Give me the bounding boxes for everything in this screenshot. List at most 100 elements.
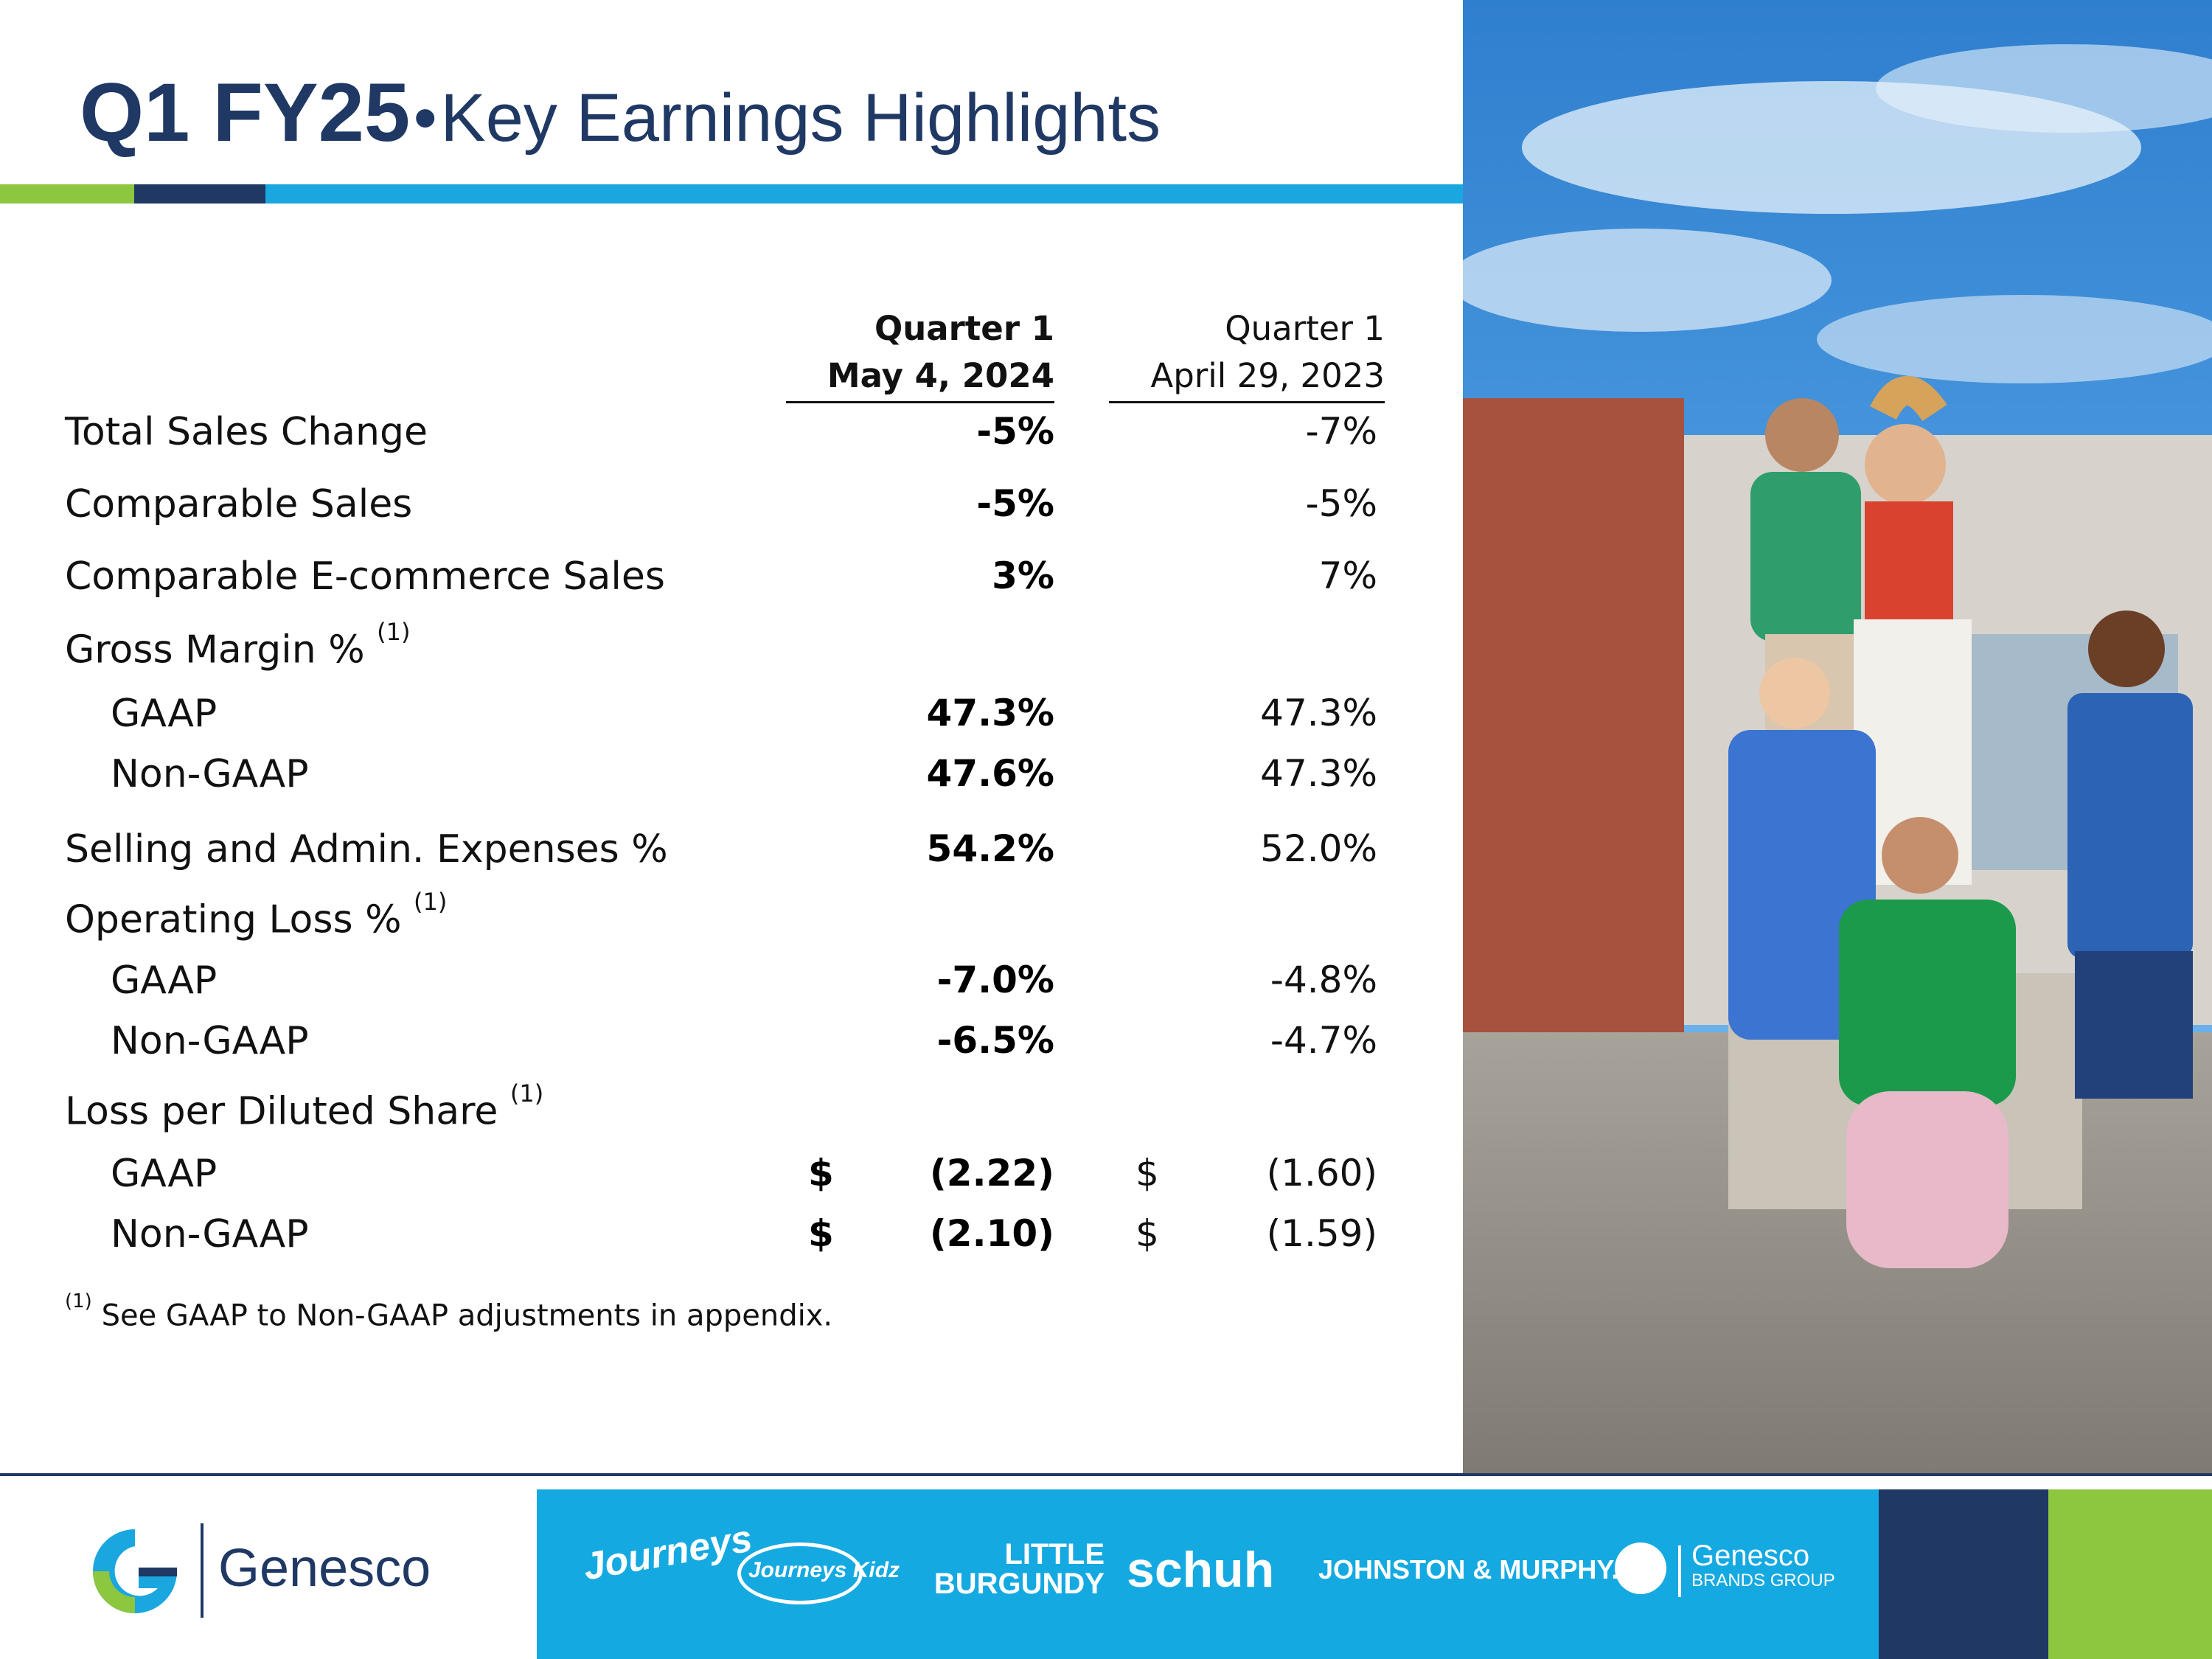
table-section-row: Operating Loss % (1) [0, 888, 1401, 948]
genesco-brands-group-logo: Genesco BRANDS GROUP [1691, 1541, 1835, 1591]
footer-navy-block [1879, 1489, 2048, 1659]
gbg-divider [1678, 1545, 1681, 1597]
row-prior-value: -4.7% [1270, 1019, 1377, 1062]
table-section-row: Loss per Diluted Share (1) [0, 1079, 1401, 1140]
person-4 [1839, 817, 2016, 1268]
table-row: GAAP 47.3% 47.3% [0, 692, 1401, 743]
row-prior-value: -5% [1305, 482, 1377, 525]
footnote-marker: (1) [509, 1079, 544, 1107]
title-bullet: • [413, 80, 437, 156]
row-label: Non-GAAP [111, 752, 309, 796]
title-text: Key Earnings Highlights [440, 80, 1161, 156]
genesco-wordmark: Genesco [218, 1539, 431, 1598]
table-row: GAAP -7.0% -4.8% [0, 959, 1401, 1010]
section-label: Loss per Diluted Share (1) [65, 1079, 543, 1134]
gbg-g-icon [1615, 1543, 1666, 1594]
footer-green-block [2048, 1489, 2212, 1659]
footer-rule [0, 1473, 2212, 1476]
row-label: Comparable E-commerce Sales [65, 554, 665, 599]
section-label-text: Loss per Diluted Share [65, 1089, 498, 1134]
cloud [1876, 44, 2212, 133]
page-title: Q1 FY25 • Key Earnings Highlights [80, 65, 1161, 160]
little-burgundy-logo: LITTLE BURGUNDY [905, 1540, 1105, 1599]
journeys-kidz-logo: Journeys Kidz [748, 1558, 900, 1582]
row-current-value: (2.22) [929, 1152, 1054, 1194]
table-row: Non-GAAP 47.6% 47.3% [0, 752, 1401, 804]
table-row: Non-GAAP $ (2.10) $ (1.59) [0, 1212, 1401, 1264]
table-row: Comparable E-commerce Sales 3% 7% [0, 554, 1401, 606]
section-label-text: Gross Margin % [65, 627, 365, 672]
row-current-value: 54.2% [926, 827, 1054, 870]
currency-symbol: $ [808, 1152, 834, 1194]
row-label: GAAP [111, 959, 218, 1003]
logo-divider [201, 1523, 204, 1618]
title-period: Q1 FY25 [80, 66, 411, 159]
row-current-value: -7.0% [936, 959, 1054, 1001]
title-rule-navy [134, 184, 265, 204]
row-current-value: (2.10) [929, 1212, 1054, 1255]
footnote: (1) See GAAP to Non-GAAP adjustments in … [65, 1290, 832, 1332]
table-row: Selling and Admin. Expenses % 54.2% 52.0… [0, 827, 1401, 879]
row-prior-value: (1.60) [1266, 1152, 1377, 1194]
currency-symbol: $ [808, 1212, 834, 1255]
currency-symbol: $ [1135, 1212, 1159, 1255]
little-burgundy-line1: LITTLE [1004, 1538, 1105, 1571]
person-5 [2067, 611, 2193, 1099]
row-label: Selling and Admin. Expenses % [65, 827, 668, 872]
header-prior-quarter: Quarter 1 April 29, 2023 [1109, 305, 1385, 403]
lifestyle-photo-illustration [1463, 0, 2212, 1475]
row-current-value: 3% [992, 554, 1054, 597]
table-row: Non-GAAP -6.5% -4.7% [0, 1019, 1401, 1071]
cloud [1817, 295, 2212, 383]
gbg-line1: Genesco [1691, 1540, 1810, 1572]
row-label: Total Sales Change [65, 410, 428, 454]
genesco-g-icon [93, 1529, 177, 1613]
row-prior-value: 7% [1318, 554, 1377, 597]
genesco-logo: Genesco [0, 1476, 537, 1659]
row-label: Non-GAAP [111, 1212, 309, 1256]
row-current-value: 47.6% [926, 752, 1054, 795]
journeys-logo: Journeys [580, 1517, 756, 1589]
section-label: Operating Loss % (1) [65, 888, 447, 942]
footnote-marker: (1) [377, 618, 411, 646]
row-prior-value: -4.8% [1270, 959, 1377, 1001]
header-current-quarter: Quarter 1 May 4, 2024 [786, 305, 1054, 403]
row-prior-value: 52.0% [1260, 827, 1377, 870]
table-row: Total Sales Change -5% -7% [0, 410, 1401, 462]
little-burgundy-line2: BURGUNDY [933, 1568, 1105, 1600]
header-prior-line1: Quarter 1 [1225, 309, 1385, 348]
table-section-row: Gross Margin % (1) [0, 618, 1401, 678]
header-current-line1: Quarter 1 [874, 309, 1054, 348]
row-current-value: -6.5% [936, 1019, 1054, 1062]
row-prior-value: -7% [1305, 410, 1377, 453]
journeys-kidz-logo-badge: Journeys Kidz [737, 1543, 900, 1604]
footnote-marker: (1) [414, 888, 448, 916]
title-rule-blue [265, 184, 1463, 204]
row-label: Non-GAAP [111, 1019, 309, 1063]
brand-bar: Journeys Journeys Kidz LITTLE BURGUNDY s… [537, 1489, 1879, 1659]
row-label: GAAP [111, 692, 218, 736]
row-current-value: -5% [976, 482, 1054, 525]
section-label-text: Operating Loss % [65, 897, 402, 942]
row-label: GAAP [111, 1152, 218, 1196]
schuh-logo: schuh [1127, 1542, 1275, 1598]
lifestyle-photo [1463, 0, 2212, 1475]
brick-building [1463, 398, 1684, 1062]
row-prior-value: 47.3% [1260, 752, 1377, 795]
row-current-value: 47.3% [926, 692, 1054, 734]
cloud [1463, 229, 1832, 332]
section-label: Gross Margin % (1) [65, 618, 410, 672]
table-row: GAAP $ (2.22) $ (1.60) [0, 1152, 1401, 1203]
currency-symbol: $ [1135, 1152, 1159, 1194]
header-current-line2: May 4, 2024 [827, 356, 1054, 395]
title-rule-green [0, 184, 134, 204]
footnote-marker: (1) [65, 1290, 92, 1312]
table-row: Comparable Sales -5% -5% [0, 482, 1401, 534]
row-prior-value: 47.3% [1260, 692, 1377, 734]
row-current-value: -5% [976, 410, 1054, 453]
row-label: Comparable Sales [65, 482, 413, 526]
gbg-line2: BRANDS GROUP [1691, 1571, 1835, 1590]
johnston-murphy-logo: JOHNSTON & MURPHY. [1318, 1554, 1619, 1585]
header-prior-line2: April 29, 2023 [1150, 356, 1385, 395]
row-prior-value: (1.59) [1266, 1212, 1377, 1255]
